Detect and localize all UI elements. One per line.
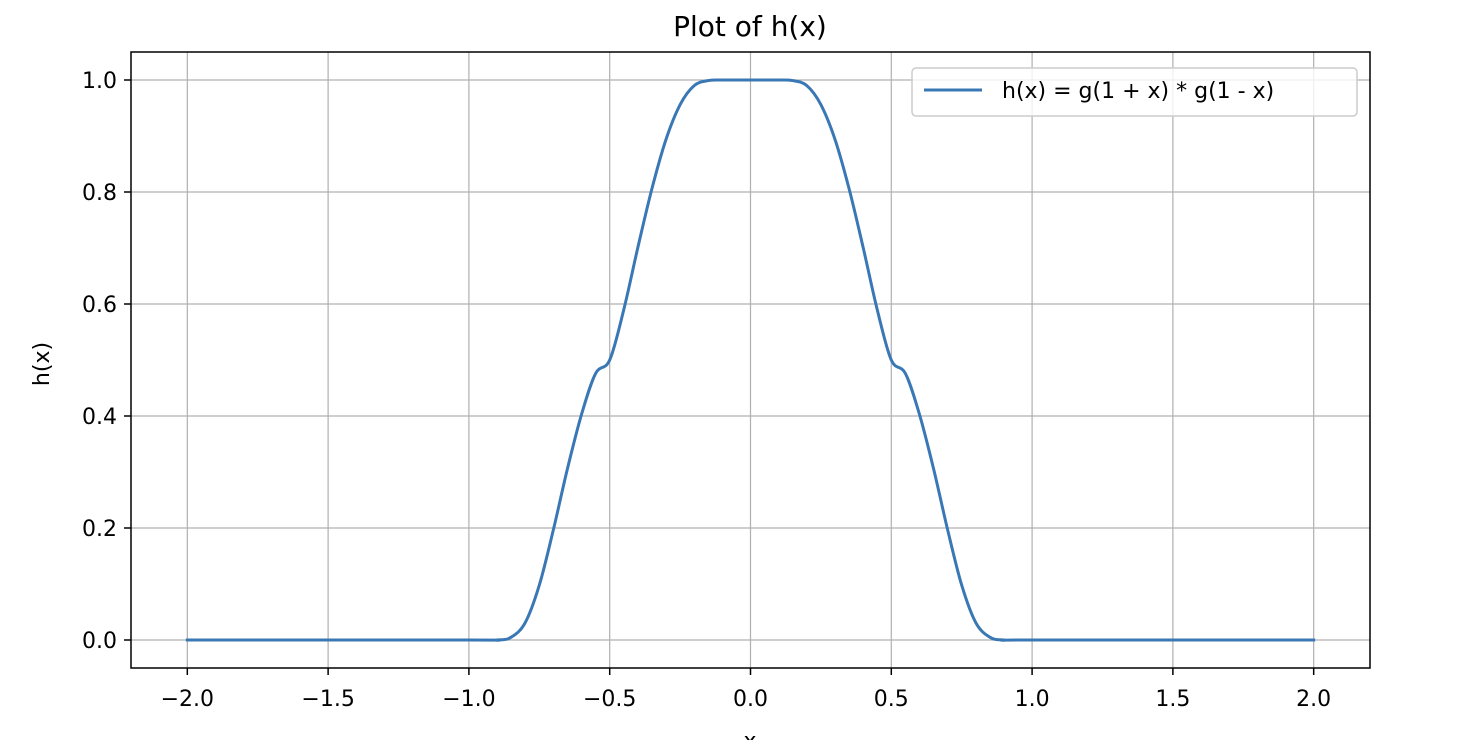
series-layer <box>185 78 1316 642</box>
x-tick-label: −1.0 <box>442 687 495 712</box>
x-axis-ticks: −2.0 −1.5 −1.0 −0.5 0.0 0.5 1.0 1.5 2.0 <box>161 668 1331 712</box>
x-tick-label: −1.5 <box>301 687 354 712</box>
legend: h(x) = g(1 + x) * g(1 - x) <box>911 67 1358 117</box>
x-axis-label: x <box>743 729 756 740</box>
y-tick-label: 0.4 <box>82 405 117 430</box>
x-tick-label: 1.0 <box>1015 687 1050 712</box>
x-tick-label: 0.0 <box>733 687 768 712</box>
x-tick-label: 0.5 <box>874 687 909 712</box>
y-tick-label: 1.0 <box>82 69 117 94</box>
x-tick-label: 1.5 <box>1155 687 1190 712</box>
y-tick-label: 0.2 <box>82 517 117 542</box>
y-tick-label: 0.6 <box>82 293 117 318</box>
y-tick-label: 0.8 <box>82 181 117 206</box>
y-tick-label: 0.0 <box>82 629 117 654</box>
legend-label: h(x) = g(1 + x) * g(1 - x) <box>1002 79 1274 104</box>
legend-box <box>911 67 1358 117</box>
series-line <box>185 78 1316 642</box>
y-axis-label: h(x) <box>30 342 55 386</box>
x-tick-label: 2.0 <box>1296 687 1331 712</box>
y-axis-ticks: 0.0 0.2 0.4 0.6 0.8 1.0 <box>82 69 131 654</box>
chart-title: Plot of h(x) <box>673 10 827 43</box>
x-tick-label: −2.0 <box>161 687 214 712</box>
x-tick-label: −0.5 <box>583 687 636 712</box>
